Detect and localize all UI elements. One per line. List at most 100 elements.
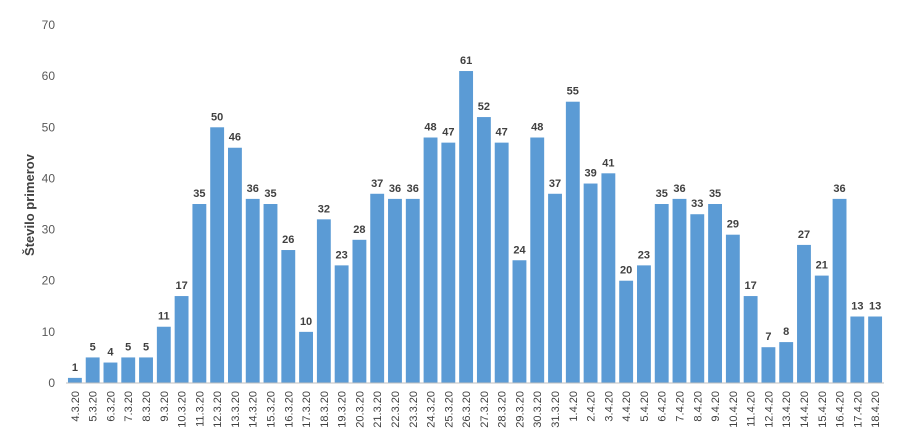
data-label: 52 [478,101,490,113]
data-label: 35 [264,188,276,200]
x-tick-label: 16.3.20 [283,391,295,428]
x-tick-label: 21.3.20 [372,391,384,428]
data-label: 36 [407,183,419,195]
bar [832,198,847,383]
bar [690,214,705,383]
x-tick-label: 22.3.20 [390,391,402,428]
data-label: 32 [318,203,330,215]
y-axis-title-group: Število primerov [22,153,37,256]
data-label: 26 [282,234,294,246]
bar [405,198,420,383]
y-tick-label: 0 [48,376,55,390]
x-tick-label: 6.3.20 [105,391,117,422]
x-tick-label: 13.3.20 [230,391,242,428]
bar [512,260,527,383]
data-label: 13 [869,301,881,313]
data-label: 50 [211,111,223,123]
data-label: 35 [193,188,205,200]
x-tick-label: 17.3.20 [301,391,313,428]
data-label: 36 [247,183,259,195]
x-tick-label: 10.4.20 [728,391,740,428]
bar [121,357,136,383]
y-axis-title: Število primerov [22,153,37,256]
bar [708,204,722,383]
x-tick-label: 25.3.20 [443,391,455,428]
data-label: 36 [833,183,845,195]
bar [637,265,651,383]
x-tick-label: 1.4.20 [568,391,580,422]
x-tick-label: 9.4.20 [710,391,722,422]
bar [388,198,402,383]
bar [334,265,349,383]
data-label: 35 [656,188,668,200]
bar [139,357,153,383]
data-label: 39 [584,168,596,180]
data-label: 27 [798,229,810,241]
bar [352,239,367,383]
x-tick-label: 12.4.20 [763,391,775,428]
bar [245,198,260,383]
x-tick-label: 14.3.20 [248,391,260,428]
x-axis-labels: 4.3.20 5.3.20 6.3.20 7.3.20 8.3.20 9.3.20 10.3… [70,391,882,428]
y-tick-label: 40 [42,171,56,185]
data-label: 23 [638,249,650,261]
bar [530,137,545,383]
x-tick-label: 29.3.20 [514,391,526,428]
bar [299,331,313,383]
data-label: 21 [816,260,828,272]
y-tick-label: 30 [42,223,56,237]
bar [797,244,811,383]
x-tick-label: 16.4.20 [835,391,847,428]
data-label: 20 [620,265,632,277]
x-tick-label: 18.3.20 [319,391,331,428]
x-tick-label: 5.3.20 [88,391,100,422]
data-label: 37 [371,178,383,190]
data-label: 47 [442,127,454,139]
bar [67,377,82,383]
x-tick-label: 11.3.20 [194,391,206,427]
y-tick-label: 50 [42,120,56,134]
bar [103,362,118,383]
x-tick-label: 28.3.20 [497,391,509,428]
x-tick-label: 10.3.20 [177,391,189,428]
data-label: 5 [125,341,131,353]
x-tick-label: 12.3.20 [212,391,224,428]
x-tick-label: 7.4.20 [675,391,687,422]
data-label: 23 [336,249,348,261]
data-label: 48 [424,122,436,134]
bar [441,142,456,383]
x-tick-label: 20.3.20 [354,391,366,428]
data-label: 37 [549,178,561,190]
bar [423,137,438,383]
data-label: 24 [513,244,526,256]
x-tick-label: 15.4.20 [817,391,829,428]
x-tick-label: 4.4.20 [621,391,633,422]
data-label: 47 [496,127,508,139]
data-label: 1 [72,362,78,374]
bar [761,347,776,383]
x-tick-label: 6.4.20 [657,391,669,422]
x-tick-label: 7.3.20 [123,391,135,422]
x-tick-label: 18.4.20 [870,391,882,428]
bar [192,204,207,383]
bar [548,193,562,383]
bar [654,204,669,383]
x-tick-label: 13.4.20 [781,391,793,428]
y-axis-ticks: 0 10 20 30 40 50 60 70 [42,18,56,390]
x-tick-label: 17.4.20 [852,391,864,428]
bar [565,101,580,384]
x-tick-label: 8.3.20 [141,391,153,422]
bar [263,204,278,383]
data-label: 33 [691,198,703,210]
x-tick-label: 14.4.20 [799,391,811,428]
x-tick-label: 3.4.20 [603,391,615,422]
data-label: 28 [353,224,365,236]
bar [476,117,491,383]
x-tick-label: 19.3.20 [337,391,349,428]
data-label: 36 [389,183,401,195]
bar [316,219,331,383]
bar [228,147,242,383]
